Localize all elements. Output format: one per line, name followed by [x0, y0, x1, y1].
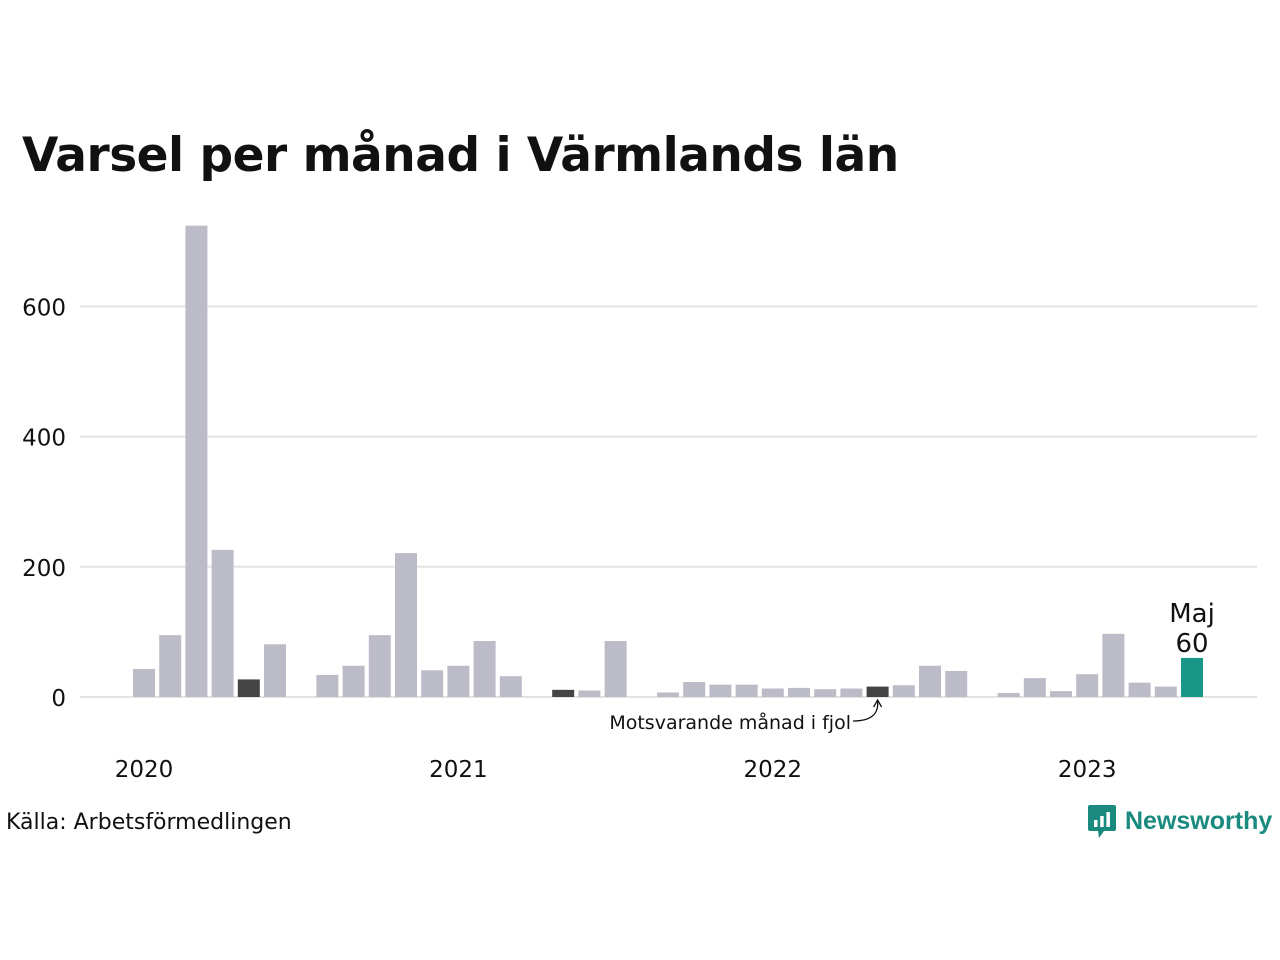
bar: [1154, 686, 1177, 697]
bar-same-month-last-year: [237, 679, 260, 697]
annotation-text: Motsvarande månad i fjol: [609, 711, 851, 734]
bar: [578, 690, 601, 697]
bar: [342, 665, 365, 697]
bar: [604, 641, 627, 697]
bar: [997, 693, 1020, 697]
bar: [1128, 682, 1151, 697]
brand-logo: Newsworthy: [1087, 803, 1272, 839]
brand-name: Newsworthy: [1125, 806, 1273, 835]
bar: [368, 635, 391, 697]
bar: [447, 665, 470, 697]
bar: [1102, 633, 1125, 697]
bar: [159, 635, 182, 697]
bar-current-month: [1181, 657, 1203, 697]
bar: [657, 692, 679, 697]
bar: [919, 665, 941, 697]
highlight-value-label: 60: [1175, 629, 1208, 659]
x-tick-label: 2020: [115, 757, 174, 783]
bar: [185, 225, 208, 697]
bar: [840, 688, 863, 697]
source-text: Källa: Arbetsförmedlingen: [6, 810, 292, 835]
y-tick-label: 600: [22, 295, 66, 321]
bar: [133, 669, 155, 697]
bar: [395, 553, 417, 697]
bar-same-month-last-year: [866, 686, 889, 697]
bar: [709, 684, 732, 697]
bar: [1050, 691, 1072, 697]
bar: [316, 674, 339, 697]
bar: [892, 685, 915, 697]
chart-title: Varsel per månad i Värmlands län: [22, 128, 899, 183]
bar: [735, 684, 758, 697]
highlight-month-label: Maj: [1169, 599, 1215, 629]
y-tick-label: 0: [51, 686, 66, 712]
bars: [133, 225, 1203, 697]
bar: [264, 644, 286, 697]
bar: [473, 641, 496, 697]
bar: [499, 676, 522, 697]
bar-same-month-last-year: [552, 689, 575, 697]
bar: [1076, 674, 1099, 697]
bar: [761, 688, 784, 697]
x-tick-label: 2021: [429, 757, 488, 783]
y-axis-ticks: 0 200 400 600: [22, 295, 66, 712]
gridlines: [80, 305, 1257, 698]
annotation-arrow-head: [873, 698, 883, 708]
bar: [211, 549, 234, 697]
annotation-arrow-line: [852, 700, 879, 722]
x-tick-label: 2022: [744, 757, 803, 783]
y-tick-label: 400: [22, 426, 66, 452]
x-tick-label: 2023: [1058, 757, 1117, 783]
bar: [788, 687, 810, 697]
bar: [1023, 678, 1046, 697]
newsworthy-logo-icon: [1088, 805, 1116, 838]
bar: [814, 689, 837, 697]
bar: [945, 670, 968, 697]
bar: [683, 682, 706, 697]
bar: [421, 670, 444, 697]
y-tick-label: 200: [22, 556, 66, 582]
x-axis-labels: 2020 2021 2022 2023: [115, 757, 1117, 783]
